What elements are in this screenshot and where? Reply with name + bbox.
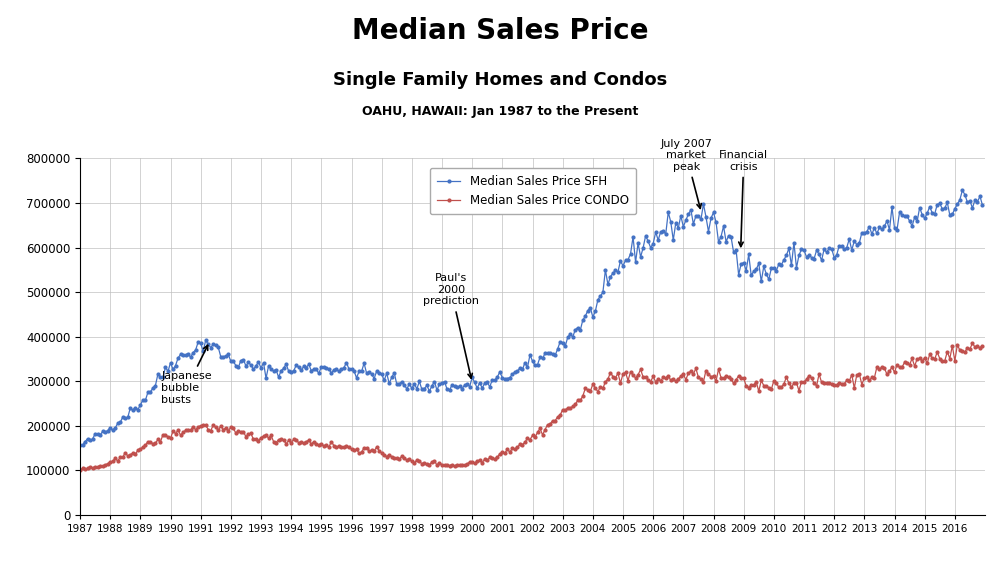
Line: Median Sales Price SFH: Median Sales Price SFH: [79, 189, 984, 447]
Median Sales Price CONDO: [469, 460, 481, 466]
Median Sales Price SFH: [343, 366, 355, 372]
Median Sales Price CONDO: [74, 466, 86, 473]
Median Sales Price CONDO: [185, 426, 197, 433]
Median Sales Price SFH: [388, 370, 400, 376]
Median Sales Price SFH: [956, 187, 968, 194]
Text: Japanese
bubble
busts: Japanese bubble busts: [161, 345, 212, 405]
Median Sales Price SFH: [74, 441, 86, 448]
Text: July 2007
market
peak: July 2007 market peak: [660, 139, 712, 208]
Median Sales Price SFH: [373, 370, 385, 377]
Line: Median Sales Price CONDO: Median Sales Price CONDO: [79, 342, 984, 471]
Median Sales Price SFH: [926, 209, 938, 216]
Median Sales Price CONDO: [373, 447, 385, 454]
Text: Paul's
2000
prediction: Paul's 2000 prediction: [423, 273, 479, 378]
Median Sales Price CONDO: [976, 342, 988, 349]
Legend: Median Sales Price SFH, Median Sales Price CONDO: Median Sales Price SFH, Median Sales Pri…: [430, 168, 636, 214]
Median Sales Price SFH: [185, 354, 197, 361]
Text: Median Sales Price: Median Sales Price: [352, 17, 648, 45]
Text: Single Family Homes and Condos: Single Family Homes and Condos: [333, 71, 667, 89]
Median Sales Price CONDO: [966, 340, 978, 347]
Median Sales Price CONDO: [388, 455, 400, 462]
Median Sales Price SFH: [469, 379, 481, 386]
Median Sales Price CONDO: [926, 355, 938, 362]
Text: OAHU, HAWAII: Jan 1987 to the Present: OAHU, HAWAII: Jan 1987 to the Present: [362, 105, 638, 118]
Text: Financial
crisis: Financial crisis: [719, 150, 768, 247]
Median Sales Price CONDO: [343, 443, 355, 450]
Median Sales Price SFH: [976, 201, 988, 208]
